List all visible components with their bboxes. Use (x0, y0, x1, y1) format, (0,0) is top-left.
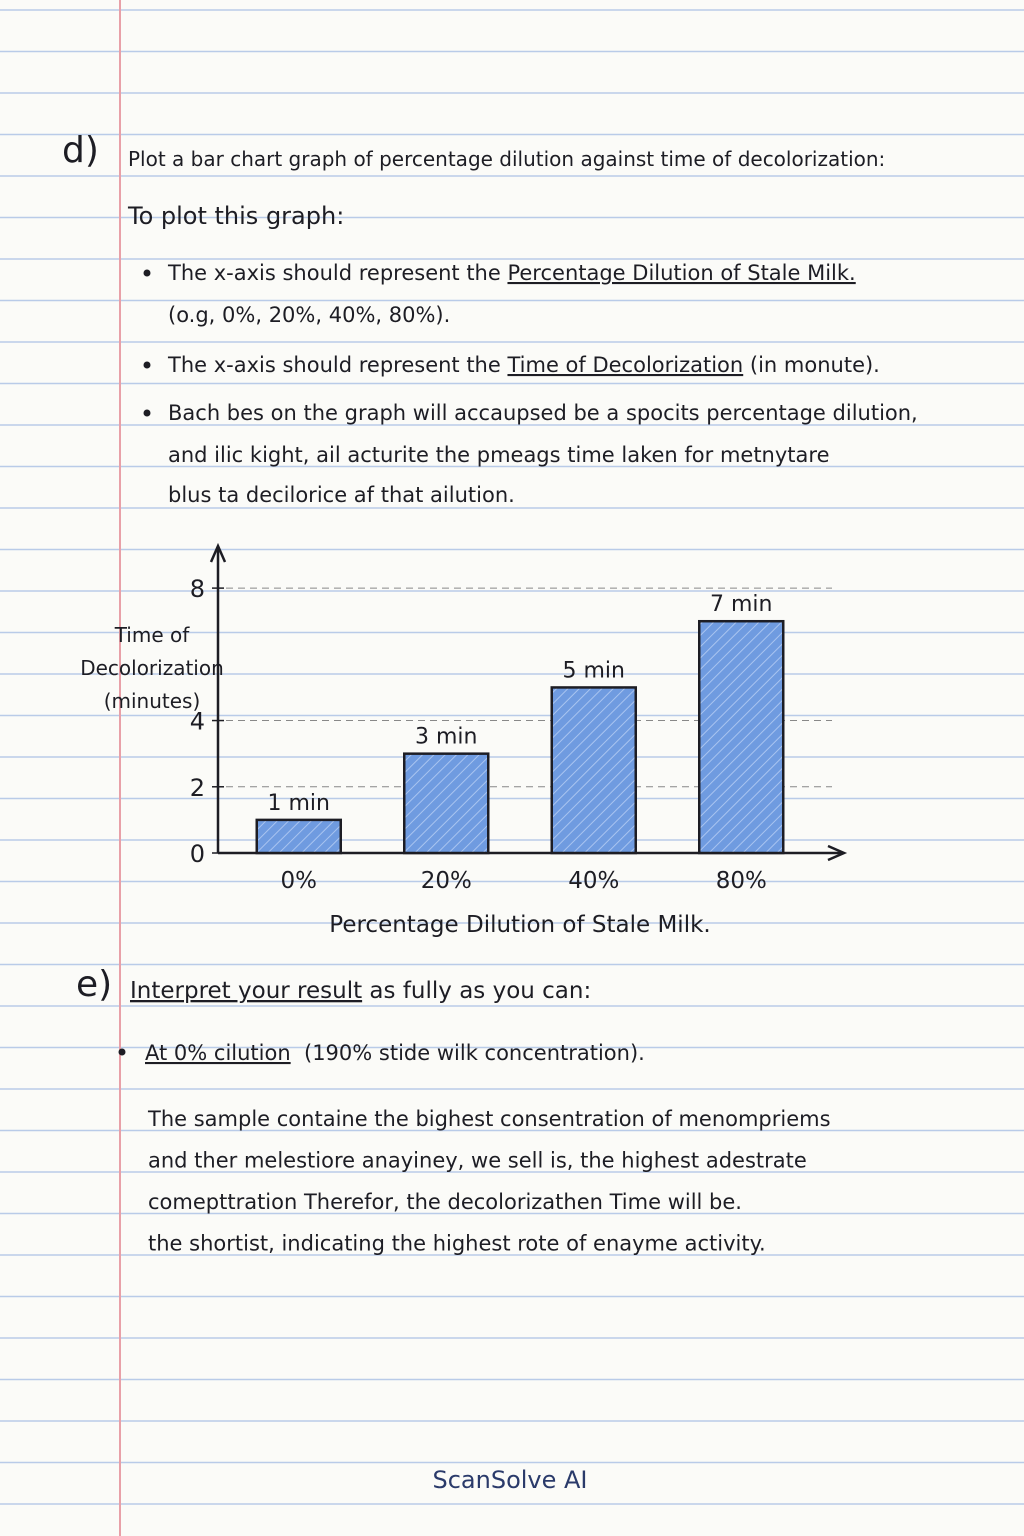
text-segment: At 0% cilution (145, 1041, 291, 1065)
x-tick-label: 0% (281, 868, 318, 894)
x-tick-label: 20% (421, 868, 472, 894)
y-axis-label: Time of (114, 623, 191, 647)
text-segment: (190% stide wilk concentration). (291, 1041, 645, 1065)
bar (403, 752, 490, 855)
y-tick-label: 0 (190, 840, 205, 868)
bullet-line: blus ta decilorice af that ailution. (168, 483, 515, 507)
bar (698, 619, 785, 855)
bullet-line: At 0% cilution (190% stide wilk concentr… (145, 1041, 645, 1065)
footer: ScanSolve AI (432, 1466, 587, 1494)
value-label: 5 min (563, 658, 625, 683)
y-tick-label: 8 (190, 575, 205, 603)
bullet-dot (118, 1048, 126, 1056)
section-label: e) (76, 964, 112, 1005)
paragraph-line: and ther melestiore anayiney, we sell is… (148, 1149, 807, 1173)
bullet-dot (143, 361, 151, 369)
paragraph-line: The sample containe the bighest consentr… (147, 1107, 831, 1131)
text-segment: Time of Decolorization (506, 353, 743, 377)
text-segment: Percentage Dilution of Stale Milk. (507, 261, 855, 285)
value-label: 1 min (268, 791, 330, 816)
bullet-line: The x-axis should represent the Time of … (167, 353, 880, 377)
bar (550, 686, 637, 855)
x-axis-label: Percentage Dilution of Stale Milk. (329, 912, 710, 938)
paragraph-line: the shortist, indicating the highest rot… (148, 1232, 766, 1256)
y-axis-label: Decolorization (80, 656, 224, 680)
text-segment: Bach bes on the graph will accaupsed be … (168, 401, 918, 425)
value-label: 7 min (710, 592, 772, 617)
y-axis-label: (minutes) (104, 689, 201, 713)
intro: To plot this graph: (127, 202, 344, 230)
y-tick-label: 4 (190, 708, 205, 736)
text-segment: (o.g, 0%, 20%, 40%, 80%). (168, 303, 450, 327)
value-label: 3 min (415, 725, 477, 750)
text-segment: blus ta decilorice af that ailution. (168, 483, 515, 507)
x-tick-label: 80% (716, 868, 767, 894)
text-segment: (in monute). (743, 353, 880, 377)
x-tick-label: 40% (568, 868, 619, 894)
bullet-line: and ilic kight, ail acturite the pmeags … (168, 443, 830, 467)
paragraph-line: comepttration Therefor, the decolorizath… (148, 1190, 742, 1214)
x-axis-arrow (827, 844, 848, 862)
bullet-dot (143, 409, 151, 417)
heading: Interpret your result as fully as you ca… (130, 978, 591, 1004)
bullet-line: The x-axis should represent the Percenta… (167, 261, 856, 285)
content: d) Plot a bar chart graph of percentage d… (62, 130, 918, 1494)
text-segment: The x-axis should represent the (167, 353, 507, 377)
text-segment: The x-axis should represent the (167, 261, 507, 285)
bullet-dot (143, 269, 151, 277)
section-label: d) (62, 130, 99, 171)
bullet-line: Bach bes on the graph will accaupsed be … (168, 401, 918, 425)
bar (255, 818, 342, 855)
bullet-line: (o.g, 0%, 20%, 40%, 80%). (168, 303, 450, 327)
y-axis-arrow (209, 542, 227, 563)
text-segment: and ilic kight, ail acturite the pmeags … (168, 443, 830, 467)
heading: Plot a bar chart graph of percentage dil… (128, 147, 885, 171)
text-segment: Interpret your result (130, 978, 362, 1004)
text-segment: as fully as you can: (362, 978, 591, 1004)
y-tick-label: 2 (190, 774, 205, 802)
